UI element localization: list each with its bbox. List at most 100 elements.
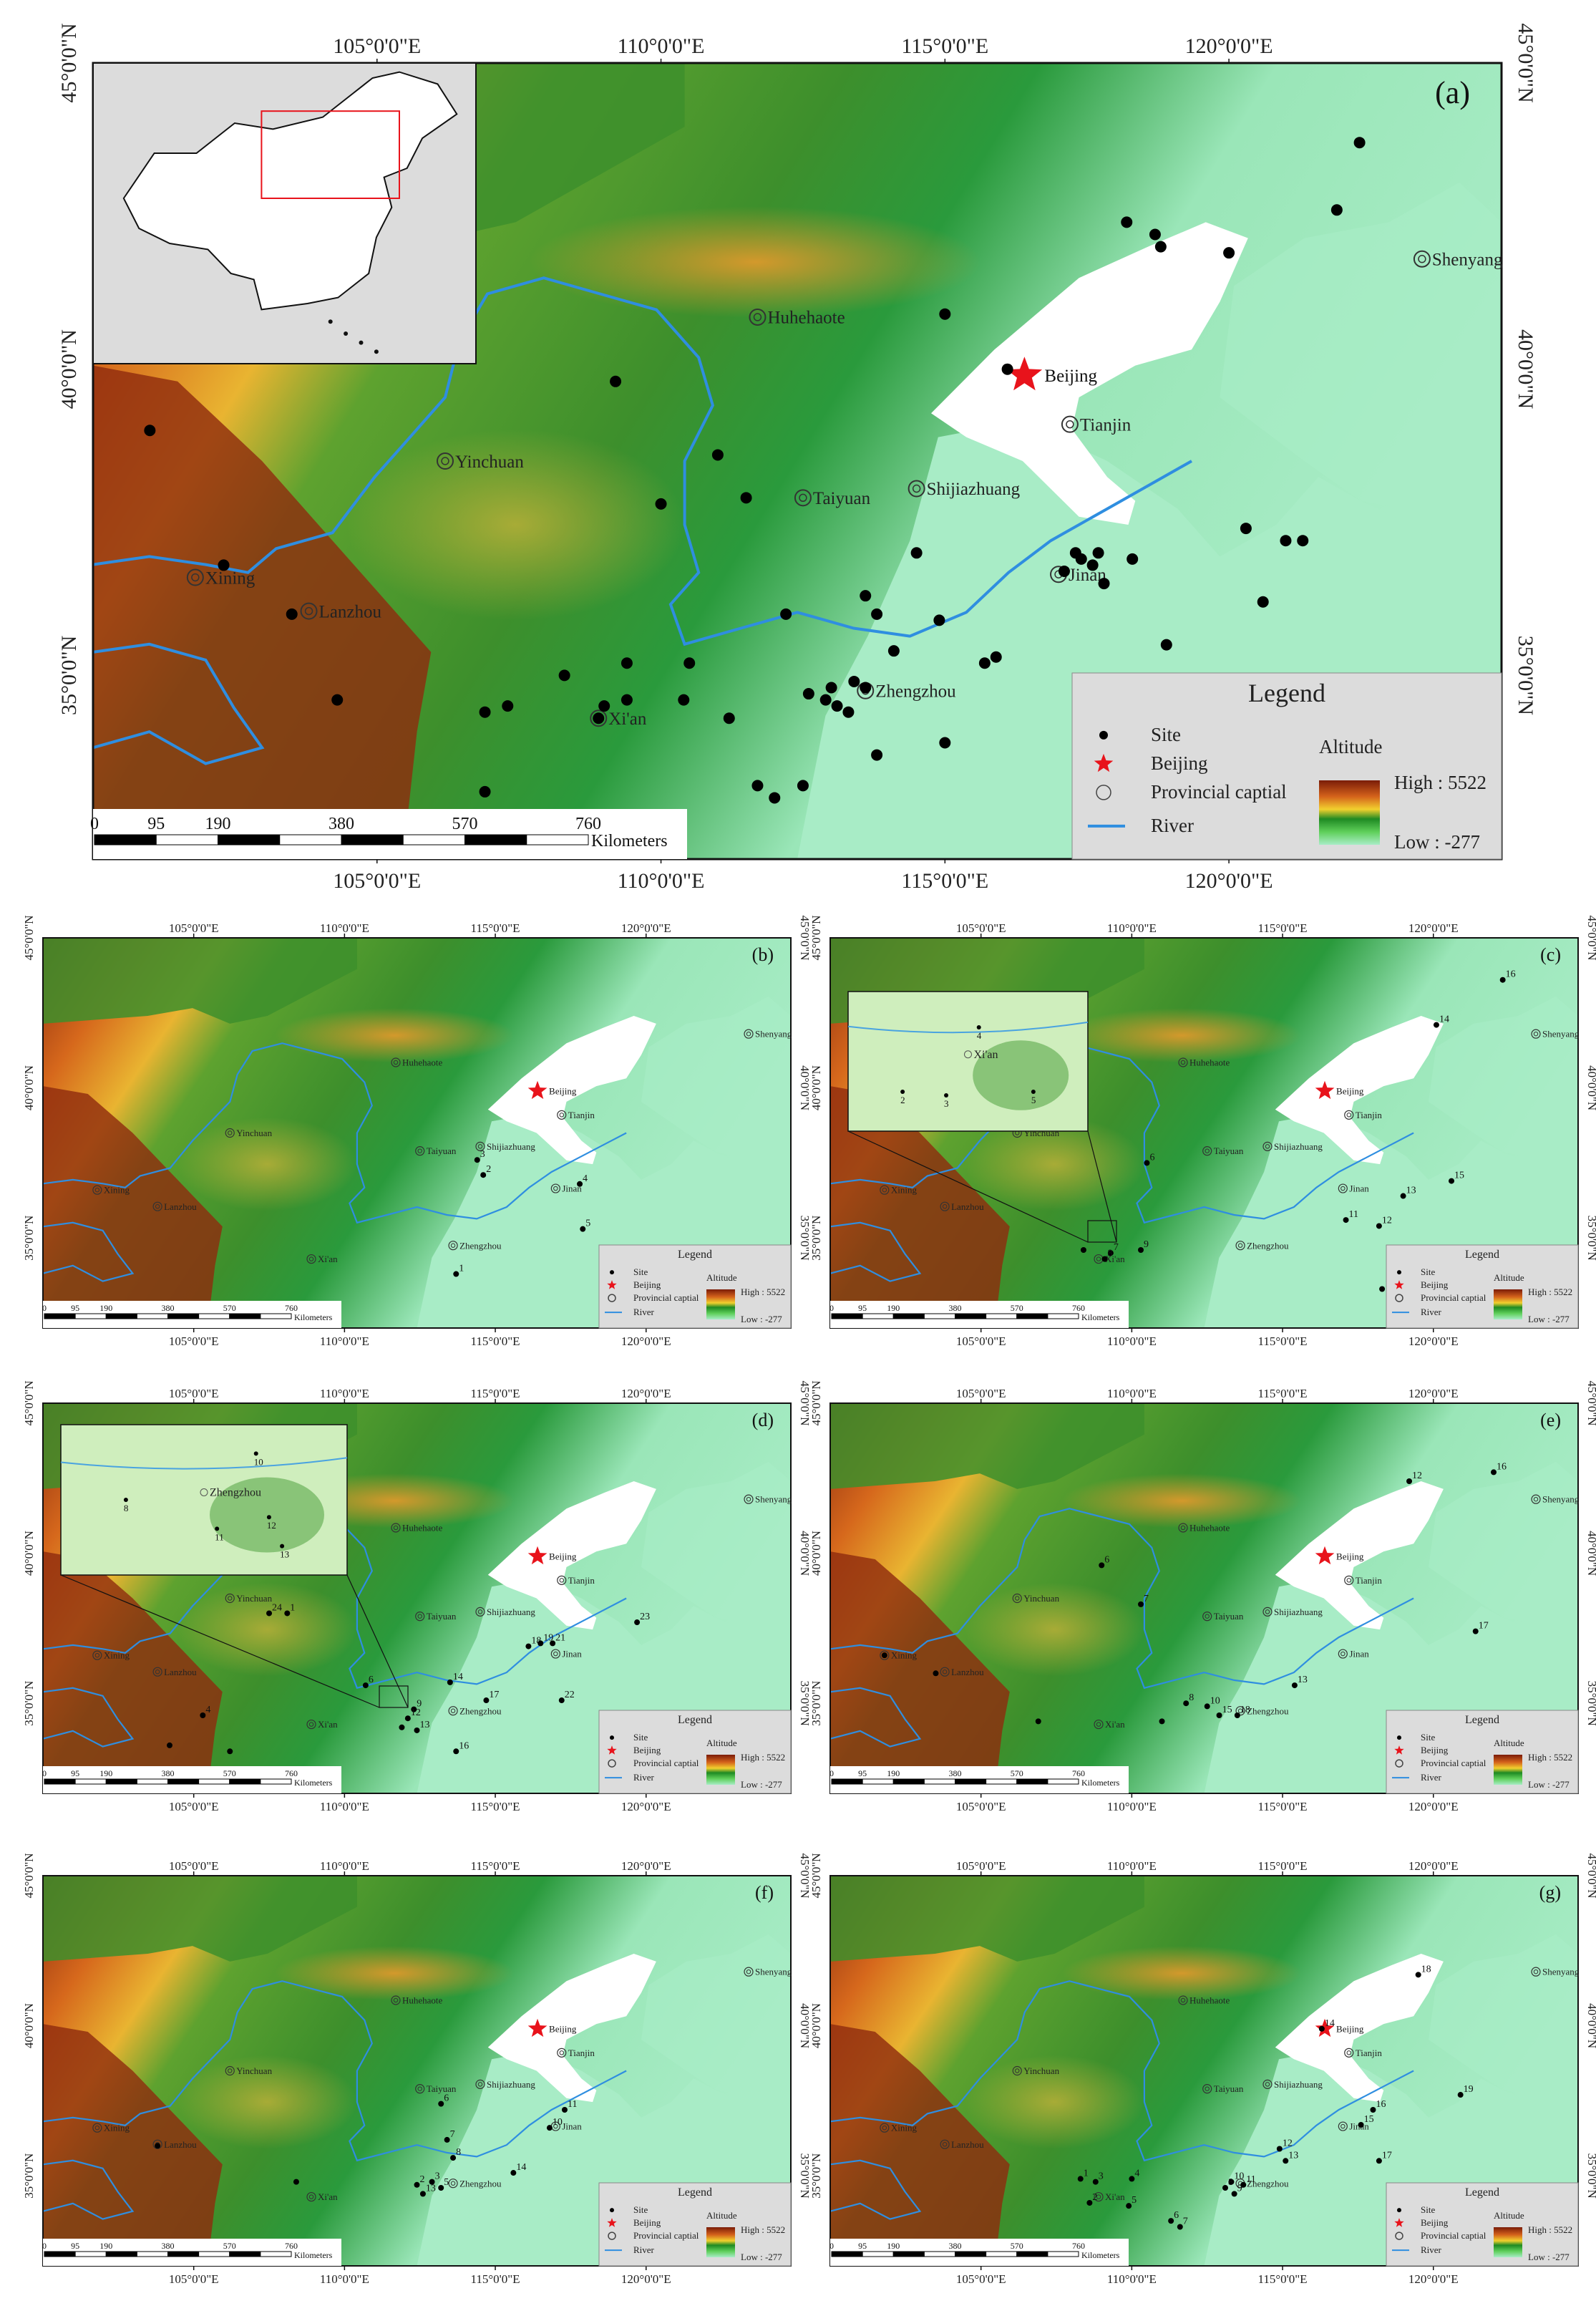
site-number-label: 3 (480, 1149, 485, 1160)
beijing-star-marker (527, 1546, 548, 1565)
scale-bar-unit: Kilometers (1081, 2250, 1120, 2260)
site-number-label: 24 (272, 1602, 282, 1613)
scale-bar-number: 190 (887, 1768, 900, 1778)
city-label: Huhehaote (767, 309, 845, 328)
provincial-capital-marker (744, 1494, 754, 1504)
inset-site-point (266, 1515, 271, 1520)
mountain-ridge (1061, 1008, 1302, 1063)
scale-bar-segment (923, 1313, 955, 1319)
provincial-capital-marker-inner (1265, 1144, 1270, 1149)
provincial-capital-marker (749, 308, 767, 326)
scale-bar-segment (260, 1313, 292, 1319)
city-label: Taiyuan (1214, 1145, 1244, 1156)
scale-bar-segment (402, 834, 465, 845)
site-number-label: 7 (1114, 1242, 1119, 1253)
inset-leader-line (847, 1130, 1089, 1243)
site-number-label: 1 (1084, 2168, 1089, 2179)
site-point (1240, 523, 1252, 535)
legend-beijing-label: Beijing (1151, 752, 1208, 774)
site-number-label: 4 (205, 1705, 210, 1715)
lon-tick-label: 110°0'0"E (320, 1334, 369, 1348)
site-number-label: 14 (1439, 1014, 1449, 1025)
city-label: Xi'an (1105, 1254, 1125, 1264)
inset-site-number: 12 (267, 1520, 276, 1531)
lon-tick-label: 115°0'0"E (1258, 1800, 1308, 1813)
legend-altitude-label: Altitude (706, 2210, 737, 2221)
site-point (411, 1706, 417, 1712)
provincial-capital-marker (1094, 1719, 1104, 1730)
lon-tick-label: 110°0'0"E (1107, 1387, 1157, 1400)
city-label: Taiyuan (1214, 2083, 1244, 2094)
provincial-capital-marker-inner (441, 457, 449, 465)
lat-tick-label: 45°0'0"N (1585, 1853, 1596, 1898)
city-label: Shijiazhuang (1274, 1607, 1323, 1617)
site-point (848, 675, 860, 687)
provincial-capital-marker-inner (308, 1256, 314, 1261)
legend-altitude-label: Altitude (1494, 1738, 1524, 1748)
scale-bar-number: 95 (858, 1303, 867, 1313)
city-label: Xining (891, 1185, 918, 1196)
bohai-sea (1275, 1954, 1444, 2103)
site-point (577, 1181, 583, 1187)
site-number-label: 12 (1382, 1215, 1392, 1226)
site-point (1216, 1712, 1222, 1718)
site-point (1223, 247, 1235, 259)
provincial-capital-marker (940, 1667, 950, 1677)
legend-box: Legend Site Beijing Provincial captial River… (598, 2182, 792, 2267)
provincial-capital-marker (225, 1128, 235, 1138)
scale-bar-segment (279, 834, 342, 845)
city-label: Jinan (1349, 1183, 1369, 1194)
legend-high-label: High : 5522 (1394, 772, 1486, 793)
legend-box: Legend Site Beijing Provincial captial River… (1386, 1710, 1579, 1794)
site-number-label: 10 (1234, 2171, 1244, 2182)
scale-bar-number: 95 (858, 1768, 867, 1778)
provincial-capital-marker-inner (553, 2123, 558, 2129)
lat-tick-label: 40°0'0"N (798, 1531, 812, 1576)
lat-tick-label: 40°0'0"N (1585, 1531, 1596, 1576)
site-point (200, 1712, 206, 1718)
site-point (978, 657, 991, 669)
provincial-capital-marker (1531, 1494, 1541, 1504)
panel-label: (e) (1540, 1410, 1561, 1430)
site-point (399, 1724, 405, 1730)
legend-altitude-label: Altitude (1319, 736, 1383, 757)
site-point (558, 1697, 565, 1704)
legend-capital-label: Provincial captial (633, 1758, 699, 1768)
scale-bar-segment (1047, 1778, 1079, 1785)
scale-bar-number: 570 (452, 815, 478, 833)
legend-high-label: High : 5522 (741, 1752, 785, 1763)
scale-bar-segment (94, 834, 157, 845)
site-number-label: 6 (1149, 1152, 1154, 1163)
legend-capital-label: Provincial captial (1151, 781, 1287, 803)
scale-bar-number: 570 (223, 2241, 236, 2251)
bohai-sea (487, 1016, 656, 1165)
site-point (419, 2191, 426, 2197)
beijing-star-marker (1315, 2018, 1335, 2037)
lon-tick-label: 110°0'0"E (1107, 1859, 1157, 1873)
scale-bar-segment (229, 1313, 261, 1319)
lon-tick-label: 105°0'0"E (169, 1859, 219, 1873)
provincial-capital-marker (1235, 1241, 1245, 1251)
site-number-label: 6 (369, 1675, 374, 1685)
city-label: Jinan (1349, 1649, 1369, 1659)
site-point (166, 1742, 172, 1748)
loess-plateau (177, 1582, 357, 1677)
tibetan-plateau (830, 1086, 1010, 1328)
altitude-color-ramp (1494, 2227, 1522, 2257)
site-number-label: 5 (444, 2177, 449, 2188)
site-point (1077, 2176, 1084, 2182)
city-label: Jinan (562, 1649, 582, 1659)
legend-altitude-label: Altitude (1494, 2210, 1524, 2221)
map-panel-g: Huhehaote Beijing Tianjin Shenyang Yinchuan T… (809, 1853, 1596, 2286)
city-label: Tianjin (1080, 415, 1132, 435)
site-number-label: 15 (1222, 1705, 1232, 1715)
inset-river-line (60, 1457, 348, 1470)
scale-bar-segment (892, 2251, 925, 2257)
scale-bar-number: 380 (949, 2241, 962, 2251)
provincial-capital-marker (448, 1241, 458, 1251)
panel-label: (c) (1540, 944, 1561, 965)
inset-leader-line (60, 1574, 380, 1708)
site-number-label: 7 (450, 2129, 455, 2140)
scale-bar-segment (74, 1778, 107, 1785)
city-label: Xining (891, 2123, 918, 2133)
